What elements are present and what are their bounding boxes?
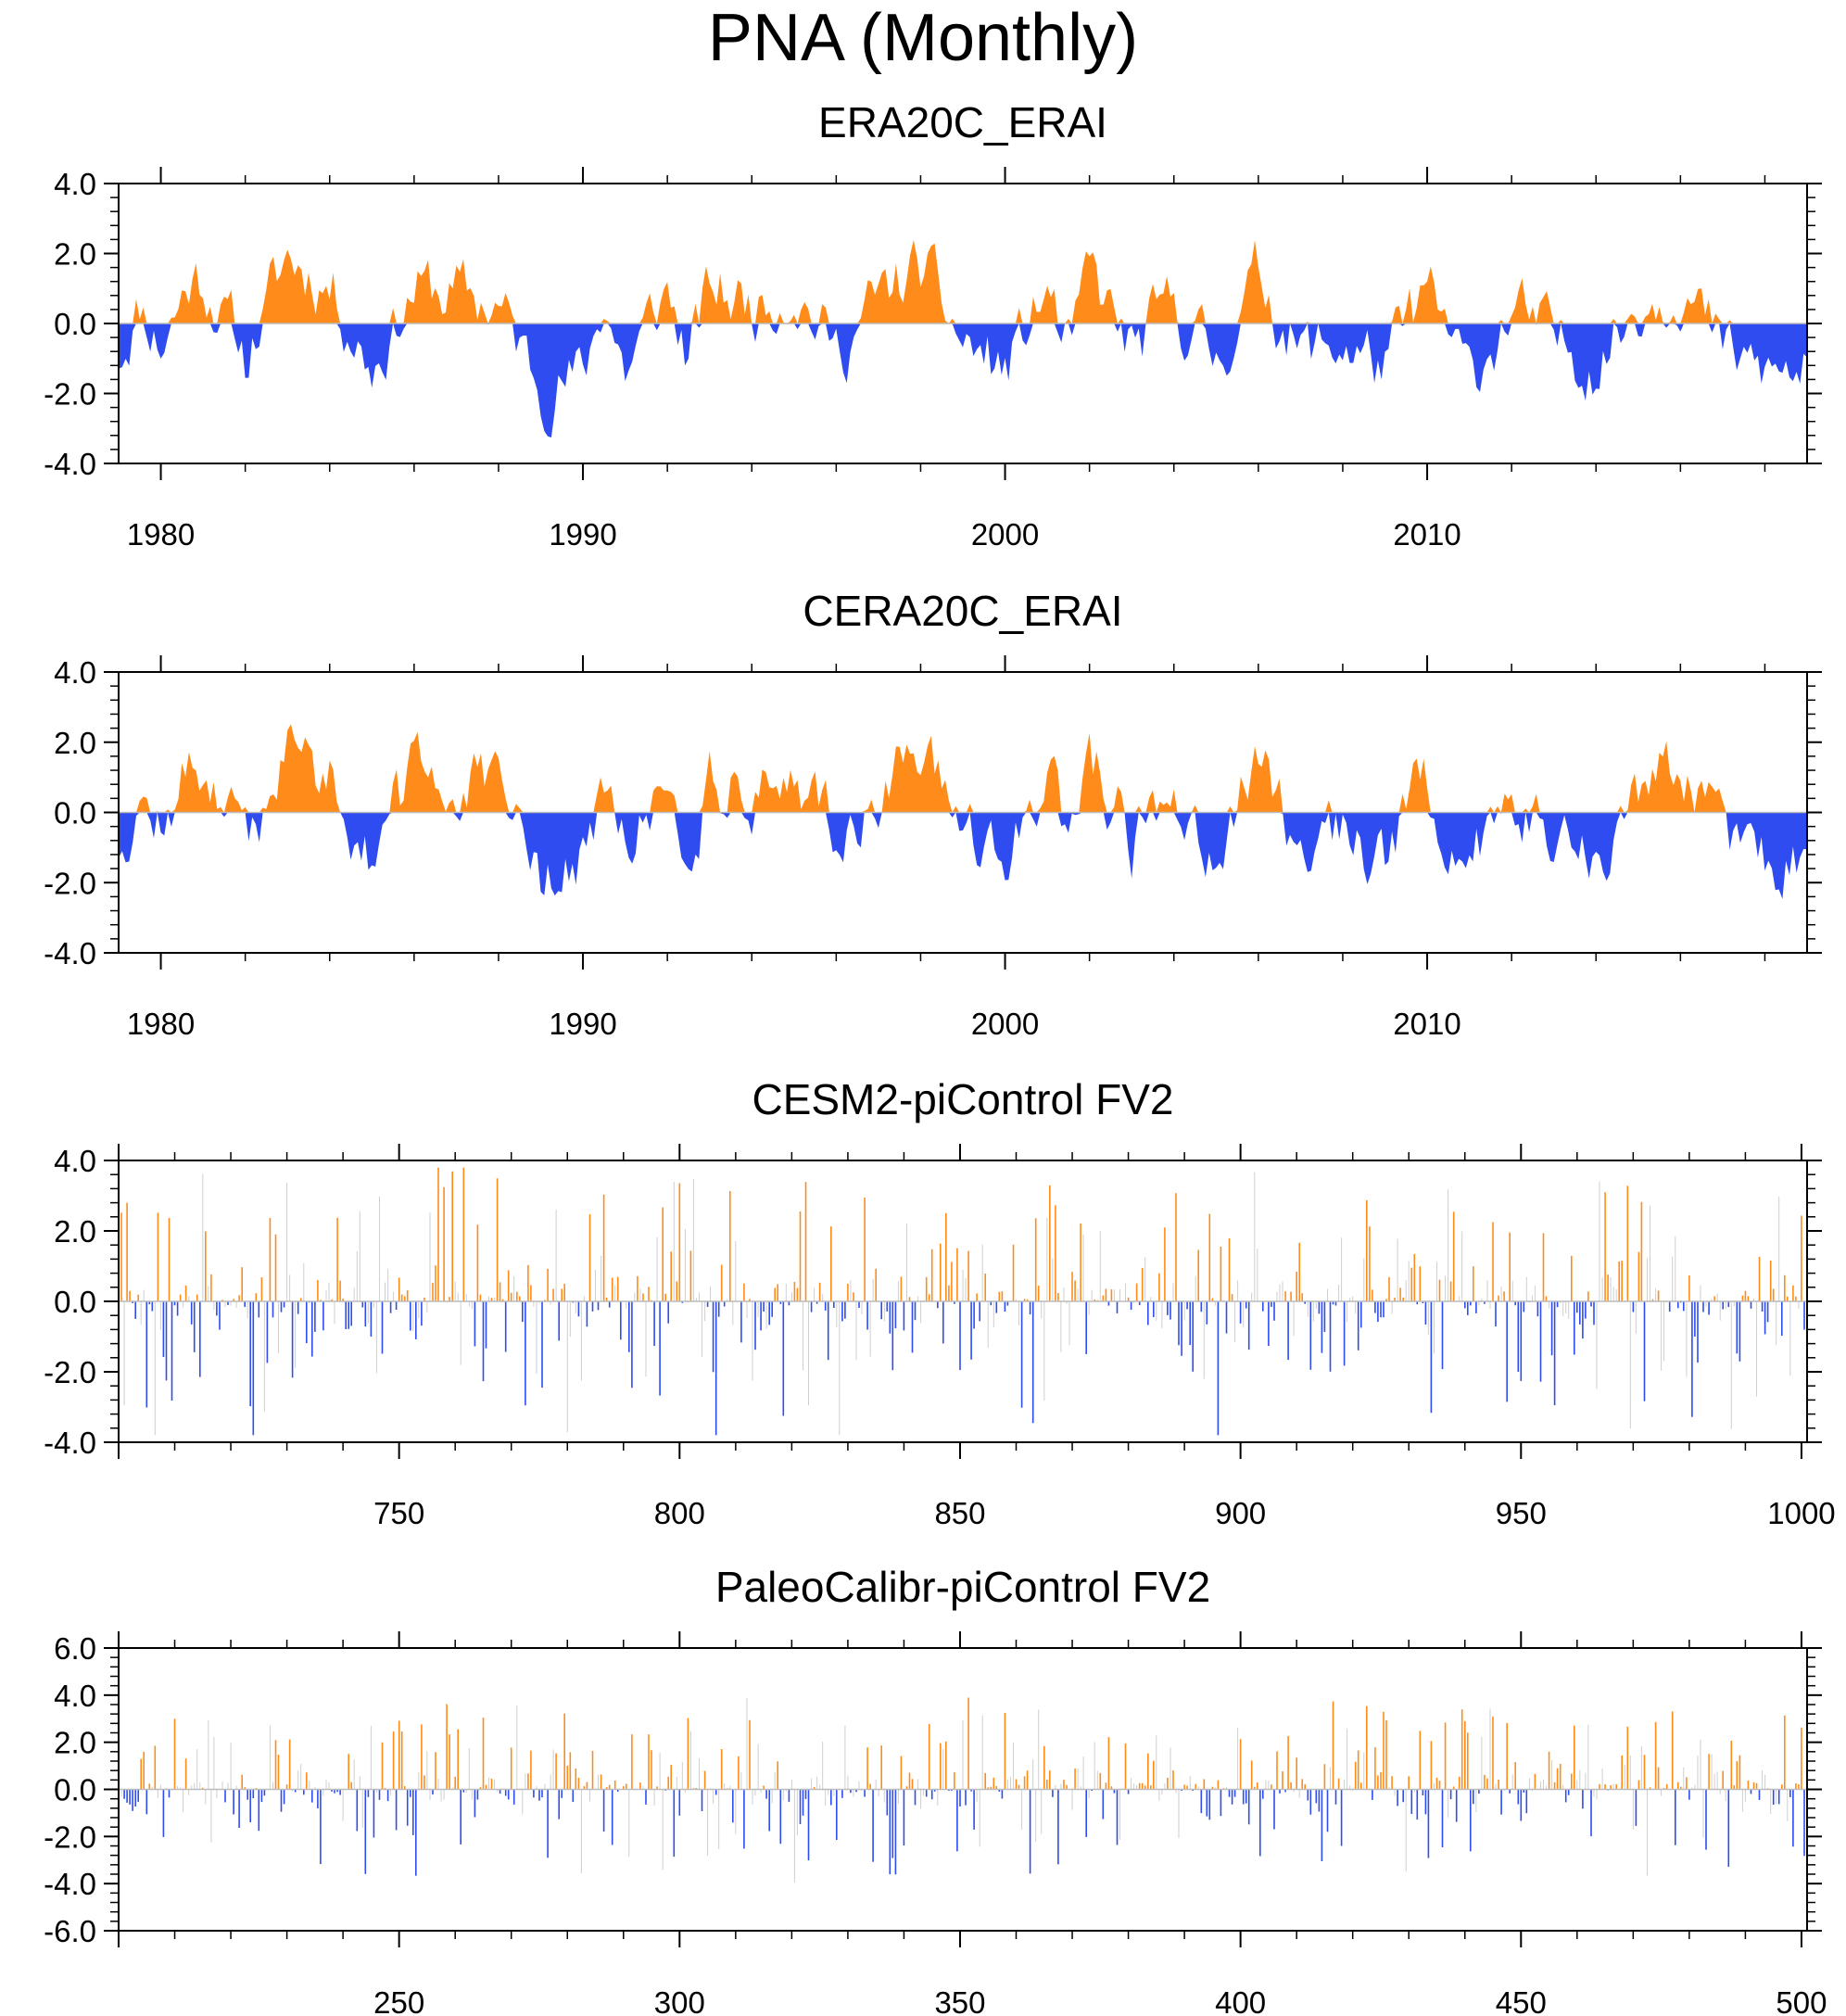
series-group (119, 239, 1807, 437)
y-tick-label: -4.0 (44, 1426, 96, 1460)
y-tick-label: -2.0 (44, 1819, 96, 1854)
panel-title: CERA20C_ERAI (803, 587, 1122, 635)
x-tick-label: 400 (1215, 1985, 1266, 2016)
panel-3: CESM2-piControl FV2 -4.0 -2.0 0.0 2.0 4.0 750 8… (44, 1075, 1836, 1530)
positive-area (119, 724, 1807, 813)
panel-1: ERA20C_ERAI -4.0 -2.0 0.0 2.0 4.0 1980 1990 2000… (44, 98, 1822, 552)
y-tick-label: -6.0 (44, 1914, 96, 1948)
x-tick-label: 1990 (549, 517, 616, 552)
x-tick-label: 1990 (549, 1007, 616, 1041)
y-tick-label: -4.0 (44, 447, 96, 481)
y-tick-label: 2.0 (54, 726, 96, 760)
panel-title: ERA20C_ERAI (818, 98, 1107, 146)
y-tick-label: 0.0 (54, 1285, 96, 1319)
panel-4: PaleoCalibr-piControl FV2 -6.0 -4.0 -2.0 0.0… (44, 1563, 1827, 2016)
panel-2: CERA20C_ERAI -4.0 -2.0 0.0 2.0 4.0 1980 1990 200… (44, 587, 1822, 1041)
panel-title: CESM2-piControl FV2 (752, 1075, 1173, 1123)
y-tick-label: 2.0 (54, 237, 96, 272)
y-tick-label: 0.0 (54, 307, 96, 341)
y-tick-label: -4.0 (44, 1867, 96, 1901)
y-tick-label: -2.0 (44, 377, 96, 412)
y-tick-label: 4.0 (54, 655, 96, 690)
x-tick-label: 800 (654, 1496, 705, 1530)
y-tick-label: -4.0 (44, 936, 96, 970)
x-tick-label: 250 (373, 1985, 424, 2016)
x-tick-label: 500 (1776, 1985, 1827, 2016)
figure-title: PNA (Monthly) (707, 1, 1139, 75)
y-tick-label: 2.0 (54, 1214, 96, 1249)
x-tick-label: 2000 (971, 1007, 1039, 1041)
x-tick-label: 850 (934, 1496, 985, 1530)
series-group (119, 724, 1807, 899)
y-tick-label: 4.0 (54, 1679, 96, 1713)
y-tick-label: 4.0 (54, 167, 96, 201)
x-tick-label: 2010 (1393, 1007, 1460, 1041)
y-tick-label: 0.0 (54, 796, 96, 830)
x-tick-label: 300 (654, 1985, 705, 2016)
y-tick-label: -2.0 (44, 866, 96, 900)
x-tick-label: 750 (373, 1496, 424, 1530)
x-tick-label: 450 (1496, 1985, 1547, 2016)
x-tick-label: 2000 (971, 517, 1039, 552)
x-tick-label: 2010 (1393, 517, 1460, 552)
y-tick-label: -2.0 (44, 1355, 96, 1389)
series-group (120, 1697, 1805, 1883)
y-tick-label: 0.0 (54, 1773, 96, 1807)
y-tick-label: 4.0 (54, 1144, 96, 1178)
y-tick-label: 2.0 (54, 1726, 96, 1760)
panel-title: PaleoCalibr-piControl FV2 (715, 1563, 1210, 1611)
y-tick-label: 6.0 (54, 1631, 96, 1666)
x-tick-label: 1980 (127, 1007, 195, 1041)
negative-area (119, 323, 1807, 437)
x-tick-label: 1980 (127, 517, 195, 552)
x-tick-label: 900 (1215, 1496, 1266, 1530)
positive-area (119, 239, 1807, 323)
x-tick-label: 1000 (1767, 1496, 1835, 1530)
negative-area (119, 812, 1807, 899)
x-tick-label: 350 (934, 1985, 985, 2016)
x-tick-label: 950 (1496, 1496, 1547, 1530)
